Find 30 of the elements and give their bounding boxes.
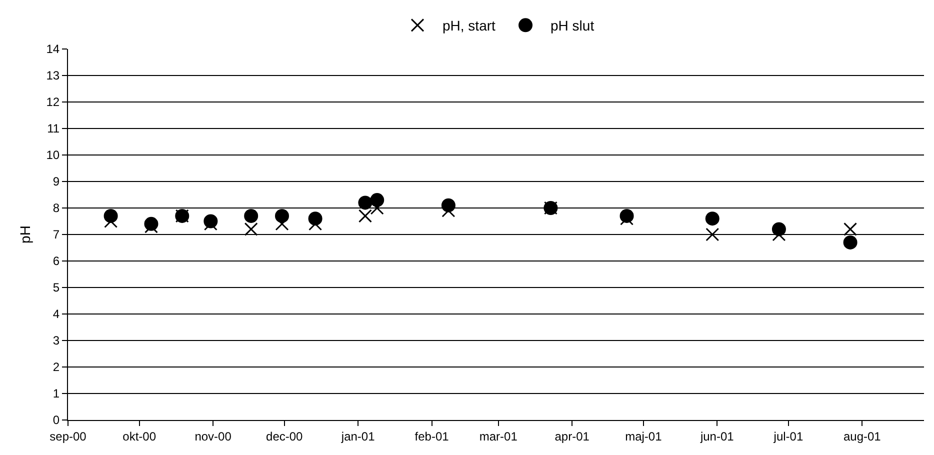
y-tick-label: 7 xyxy=(52,228,60,242)
x-tick-label: maj-01 xyxy=(625,429,662,444)
x-tick-label: feb-01 xyxy=(414,429,450,444)
y-tick-label: 9 xyxy=(52,174,60,189)
y-tick-label: 5 xyxy=(52,280,60,295)
x-tick-label: jul-01 xyxy=(772,429,804,444)
y-tick-label: 10 xyxy=(46,148,60,162)
y-tick-label: 14 xyxy=(46,42,60,56)
legend-label: pH slut xyxy=(550,18,594,34)
y-tick-label: 0 xyxy=(52,413,60,428)
x-tick-label: mar-01 xyxy=(479,429,518,444)
y-tick-label: 2 xyxy=(52,360,60,374)
x-tick-label: aug-01 xyxy=(843,429,882,444)
x-tick-label: dec-00 xyxy=(266,429,304,444)
legend-label: pH, start xyxy=(442,18,496,34)
x-tick-label: sep-00 xyxy=(50,429,87,444)
x-tick-label: jun-01 xyxy=(699,429,734,444)
y-tick-label: 6 xyxy=(52,254,60,268)
x-tick-label: okt-00 xyxy=(122,429,156,444)
y-axis-title: pH xyxy=(17,226,33,244)
y-tick-label: 8 xyxy=(52,201,60,216)
x-tick-label: jan-01 xyxy=(340,429,376,444)
y-tick-label: 1 xyxy=(52,386,60,401)
y-tick-label: 13 xyxy=(46,68,60,83)
y-tick-label: 11 xyxy=(47,122,60,136)
y-tick-label: 12 xyxy=(46,95,60,110)
x-tick-label: nov-00 xyxy=(194,429,232,444)
y-tick-label: 3 xyxy=(52,334,60,348)
x-tick-label: apr-01 xyxy=(554,429,590,444)
y-tick-label: 4 xyxy=(52,307,60,322)
